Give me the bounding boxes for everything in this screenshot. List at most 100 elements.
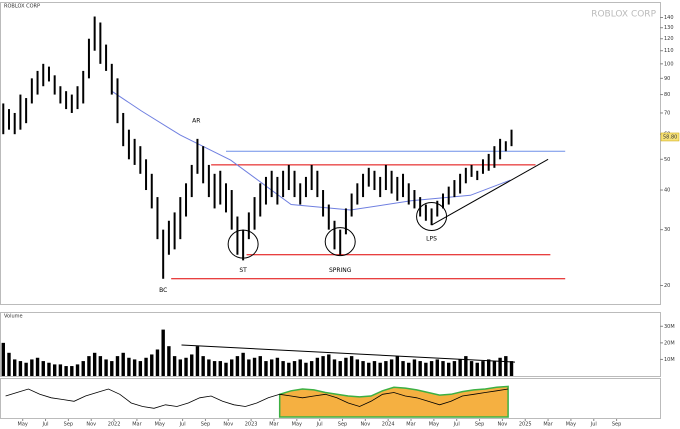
- volume-bar: [70, 366, 74, 376]
- oscillator-line: [5, 388, 509, 409]
- volume-bar: [429, 361, 434, 376]
- x-tick-label: Mar: [269, 422, 279, 428]
- volume-bar: [504, 356, 508, 376]
- volume-bar: [167, 346, 171, 376]
- volume-bar: [395, 356, 400, 376]
- last-price-box: [660, 132, 680, 142]
- x-tick-label: 2022: [108, 422, 121, 428]
- x-tick-label: Jul: [42, 422, 49, 428]
- volume-bar: [349, 356, 354, 376]
- volume-bar: [269, 359, 274, 376]
- x-tick-label: Nov: [360, 422, 370, 428]
- x-tick-label: 2023: [245, 422, 258, 428]
- volume-bar: [235, 356, 240, 376]
- y-tick-label: 20: [664, 283, 670, 289]
- x-tick-label: Jul: [590, 422, 597, 428]
- volume-bar: [321, 356, 325, 376]
- volume-bar: [447, 362, 451, 376]
- volume-bar: [412, 359, 417, 376]
- volume-bar: [332, 359, 337, 376]
- volume-label: Volume: [4, 314, 23, 320]
- volume-bar: [224, 362, 228, 376]
- volume-bar: [309, 361, 314, 376]
- y-tick-label: 30: [664, 227, 670, 233]
- volume-bar: [98, 356, 103, 376]
- x-tick-label: Nov: [86, 422, 96, 428]
- x-tick-label: 2024: [382, 422, 395, 428]
- volume-bar: [241, 352, 245, 376]
- x-tick-label: Sep: [612, 422, 621, 428]
- x-tick-label: Sep: [201, 422, 210, 428]
- annotation: ST: [239, 267, 247, 274]
- volume-bar: [292, 361, 297, 376]
- volume-bar: [218, 361, 222, 376]
- volume-bar: [469, 361, 474, 376]
- x-tick-label: Sep: [64, 422, 73, 428]
- x-tick-label: May: [155, 422, 165, 428]
- x-tick-label: May: [18, 422, 28, 428]
- volume-bar: [35, 357, 40, 376]
- volume-bar: [378, 362, 382, 376]
- volume-bar: [121, 352, 125, 376]
- volume-bar: [190, 354, 194, 376]
- volume-bar: [47, 362, 51, 376]
- x-tick-label: Jul: [179, 422, 186, 428]
- volume-bar: [64, 366, 68, 376]
- x-tick-label: Jul: [316, 422, 323, 428]
- volume-bar: [127, 357, 131, 376]
- volume-bar: [281, 361, 285, 376]
- price-frame: [0, 2, 661, 305]
- annotation: LPS: [426, 236, 437, 243]
- volume-bar: [509, 361, 514, 376]
- y-tick-label: 90: [664, 76, 670, 82]
- x-tick-label: Nov: [223, 422, 233, 428]
- watermark: ROBLOX CORP: [591, 10, 656, 20]
- x-tick-label: Sep: [338, 422, 347, 428]
- volume-bar: [298, 359, 302, 376]
- volume-bar: [464, 356, 468, 376]
- volume-bar: [18, 361, 23, 376]
- x-tick-label: Mar: [406, 422, 416, 428]
- volume-bar: [115, 356, 120, 376]
- volume-bar: [287, 362, 291, 376]
- trendline: [431, 158, 549, 226]
- volume-bar: [207, 359, 211, 376]
- volume-bar: [315, 357, 320, 376]
- volume-bar: [361, 361, 365, 376]
- volume-bar: [75, 364, 80, 376]
- y-tick-label: 140: [664, 15, 674, 21]
- volume-bar: [7, 352, 11, 376]
- y-tick-label: 130: [664, 25, 674, 31]
- volume-bar: [344, 357, 348, 376]
- circle-marker: [324, 227, 356, 257]
- volume-bar: [327, 354, 331, 376]
- volume-bar: [481, 361, 485, 376]
- y-tick-label: 110: [664, 48, 674, 54]
- volume-bar: [372, 361, 377, 376]
- x-tick-label: May: [566, 422, 576, 428]
- circle-marker: [416, 202, 448, 232]
- volume-bar: [201, 356, 205, 376]
- volume-bar: [178, 359, 183, 376]
- volume-bar: [441, 361, 445, 376]
- y-tick-label: 50: [664, 157, 670, 163]
- volume-frame: [0, 312, 661, 377]
- volume-bar: [475, 362, 479, 376]
- volume-bar: [275, 357, 280, 376]
- volume-bar: [212, 361, 217, 376]
- volume-bar: [452, 361, 457, 376]
- annotation: SPRING: [329, 267, 352, 274]
- volume-bar: [230, 359, 234, 376]
- annotation: BC: [159, 287, 167, 294]
- volume-bar: [458, 359, 462, 376]
- volume-bar: [195, 346, 200, 376]
- y-tick-label: 80: [664, 92, 670, 98]
- volume-bar: [384, 361, 388, 376]
- volume-bar: [172, 356, 177, 376]
- volume-bar: [486, 359, 491, 376]
- y-tick-label: 120: [664, 36, 674, 42]
- volume-bar: [30, 359, 34, 376]
- volume-bar: [407, 362, 411, 376]
- volume-bar: [13, 359, 17, 376]
- volume-bar: [24, 362, 28, 376]
